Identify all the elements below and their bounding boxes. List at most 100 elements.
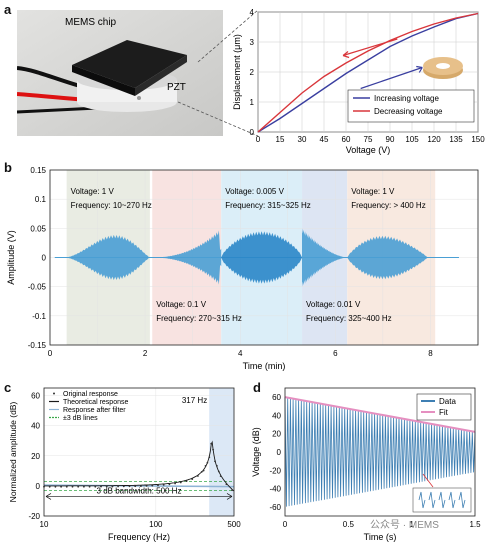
plot-area <box>44 388 234 516</box>
inset-pointer <box>422 473 434 488</box>
y-tick-label: 0.15 <box>30 166 46 175</box>
peak-annotation: 317 Hz <box>182 396 207 405</box>
original-response-point <box>134 485 137 488</box>
original-response-point <box>162 484 165 486</box>
bandwidth-arrowheads <box>45 493 233 500</box>
x-axis-label: Frequency (Hz) <box>108 532 170 542</box>
y-tick-label: 0 <box>36 482 41 491</box>
y-tick-label: 3 <box>250 38 255 47</box>
original-response-point <box>214 460 216 463</box>
legend-label: Fit <box>439 408 449 417</box>
amplitude-segment-3 <box>221 231 302 284</box>
original-response-point <box>100 485 102 488</box>
plot-frame <box>284 387 476 517</box>
panel-d-letter: d <box>253 380 261 395</box>
increasing-arrow <box>360 66 423 90</box>
panel-b-chart: 0.15 0.1 0.05 0 -0.05 -0.1 -0.15 0 2 4 6 8 Time (min… <box>0 162 487 377</box>
original-response-point <box>179 481 182 484</box>
y-tick-label: 0.1 <box>35 195 47 204</box>
original-response-point <box>71 485 74 488</box>
x-tick-label: 135 <box>449 135 463 144</box>
y-tick-label: -0.15 <box>28 341 47 350</box>
segment-frequency-label: Frequency: 10~270 Hz <box>71 201 152 210</box>
y-tick-label: -60 <box>269 503 281 512</box>
pzt-disk-icon <box>423 57 463 79</box>
y-tick-label: 40 <box>31 422 40 431</box>
y-axis-label: Amplitude (V) <box>6 230 16 285</box>
original-response-point <box>83 485 85 488</box>
segment-voltage-label: Voltage: 1 V <box>351 187 395 196</box>
x-tick-label: 30 <box>298 135 307 144</box>
decreasing-arrowhead <box>342 51 350 59</box>
x-tick-label: 60 <box>342 135 351 144</box>
panel-a-letter: a <box>4 2 12 17</box>
x-tick-label: 100 <box>149 520 163 529</box>
y-tick-label: 4 <box>250 8 255 17</box>
series-line-decreasing <box>257 12 479 133</box>
y-axis-label: Voltage (dB) <box>251 427 261 477</box>
original-response-point <box>197 475 199 477</box>
original-response-point <box>54 485 57 488</box>
original-response-point <box>128 485 131 488</box>
x-tick-label: 500 <box>227 520 241 529</box>
decreasing-arrow <box>342 38 398 57</box>
legend-box <box>347 89 475 123</box>
original-response-point <box>77 485 80 488</box>
fit-line <box>284 396 476 433</box>
theoretical-response-line <box>44 440 235 492</box>
pzt-disk-hole <box>436 63 450 69</box>
x-tick-label: 105 <box>405 135 419 144</box>
mems-chip-label: MEMS chip <box>65 17 117 28</box>
mems-chip-photo: MEMS chip PZT <box>17 10 223 136</box>
panel-d-chart: 60 40 20 0 -20 -40 -60 0 0.5 1 1.5 Time (s) Voltage … <box>245 380 487 552</box>
original-response-point <box>60 485 62 488</box>
y-tick-label: 0 <box>42 254 47 263</box>
segment-frequency-label: Frequency: 315~325 Hz <box>225 201 311 210</box>
y-axis-label: Normalized amplitude (dB) <box>8 402 18 503</box>
y-tick-label: 60 <box>272 393 281 402</box>
legend-label: Increasing voltage <box>374 94 439 103</box>
legend-label: Original response <box>63 391 118 398</box>
pzt-label: PZT <box>167 82 186 93</box>
x-axis-label: Voltage (V) <box>346 145 391 155</box>
segment-voltage-label: Voltage: 0.005 V <box>225 187 284 196</box>
x-tick-label: 90 <box>386 135 395 144</box>
segment-voltage-label: Voltage: 0.1 V <box>156 300 206 309</box>
original-response-point <box>204 465 207 467</box>
x-axis-label: Time (s) <box>364 532 397 542</box>
original-response-point <box>231 489 234 492</box>
original-response-point <box>208 456 211 459</box>
segment-voltage-label: Voltage: 0.01 V <box>306 300 361 309</box>
original-response-point <box>216 465 218 467</box>
legend-label: Data <box>439 397 456 406</box>
original-response-point <box>122 485 125 488</box>
x-tick-label: 10 <box>40 520 49 529</box>
x-axis-label: Time (min) <box>243 361 286 371</box>
plot-frame <box>43 387 235 517</box>
x-tick-label: 0 <box>48 349 53 358</box>
x-tick-label: 0.5 <box>343 520 355 529</box>
x-tick-label: 6 <box>333 349 338 358</box>
displacement-voltage-plot: 0 15 30 45 60 75 90 105 120 135 150 0 1 2 3 4 Voltage (V… <box>232 8 485 155</box>
inset-waveform <box>418 491 466 509</box>
original-response-point <box>151 484 154 487</box>
original-response-point <box>145 485 148 487</box>
original-response-point <box>140 485 142 487</box>
y-tick-label: 40 <box>272 411 281 420</box>
original-response-point <box>117 485 119 488</box>
y-tick-label: -20 <box>269 466 281 475</box>
y-axis-label: Displacement (μm) <box>232 34 242 110</box>
amplitude-segment-5 <box>347 235 436 280</box>
x-tick-label: 150 <box>471 135 485 144</box>
segment-frequency-label: Frequency: > 400 Hz <box>351 201 425 210</box>
y-tick-label: 1 <box>250 98 255 107</box>
original-response-point <box>94 485 97 488</box>
original-response-point <box>88 485 91 488</box>
x-tick-label: 45 <box>320 135 329 144</box>
original-response-point <box>168 483 171 486</box>
plot-frame <box>49 169 479 346</box>
y-tick-label: 0 <box>250 128 255 137</box>
